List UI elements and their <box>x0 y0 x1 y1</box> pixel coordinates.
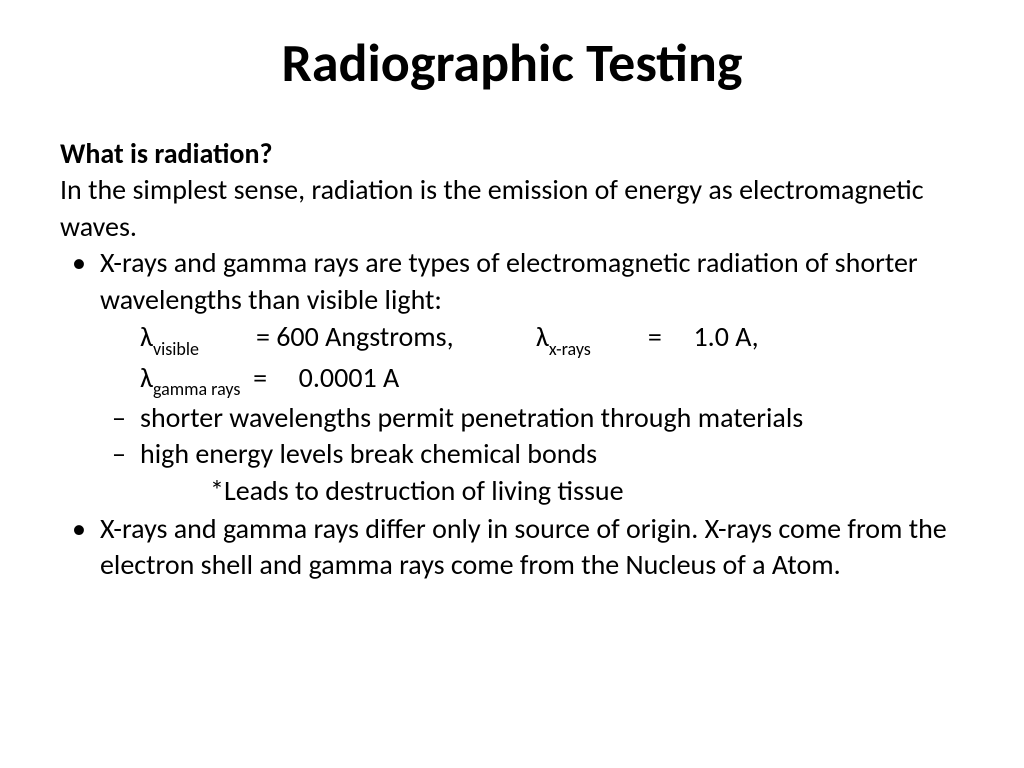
slide-title: Radiographic Testing <box>60 30 964 96</box>
xrays-value: = 1.0 A, <box>648 319 759 354</box>
lambda-symbol: λ <box>140 360 153 395</box>
list-item: X-rays and gamma rays differ only in sou… <box>100 511 964 584</box>
list-item: shorter wavelengths permit penetration t… <box>140 400 964 436</box>
lambda-symbol: λ <box>536 319 549 354</box>
gamma-value: = 0.0001 A <box>253 360 399 395</box>
note-text: *Leads to destruction of living tissue <box>100 473 964 509</box>
visible-subscript: visible <box>153 338 199 360</box>
xrays-subscript: x-rays <box>549 338 591 360</box>
intro-text: In the simplest sense, radiation is the … <box>60 172 964 245</box>
visible-value: = 600 Angstroms, <box>256 319 454 354</box>
subheading: What is radiation? <box>60 136 964 172</box>
list-item: high energy levels break chemical bonds <box>140 436 964 472</box>
wavelength-block: λvisible = 600 Angstroms, λx-rays = 1.0 … <box>100 318 964 400</box>
gamma-subscript: gamma rays <box>153 378 240 400</box>
sub-bullet-list: shorter wavelengths permit penetration t… <box>100 400 964 473</box>
bullet-list: X-rays and gamma rays are types of elect… <box>60 245 964 584</box>
lambda-symbol: λ <box>140 319 153 354</box>
bullet-text: X-rays and gamma rays are types of elect… <box>100 245 918 316</box>
list-item: X-rays and gamma rays are types of elect… <box>100 245 964 509</box>
